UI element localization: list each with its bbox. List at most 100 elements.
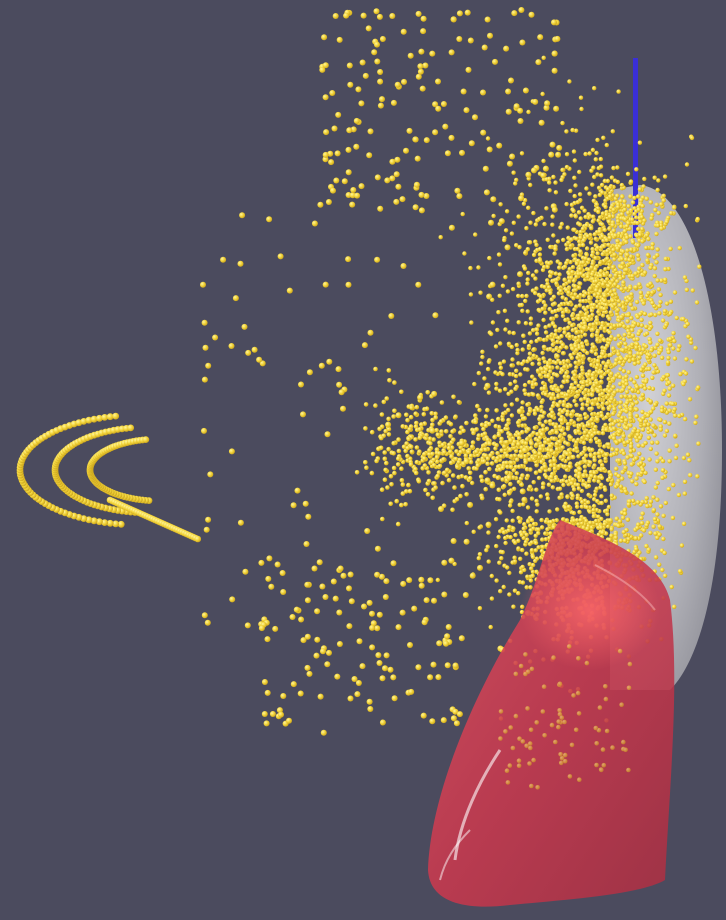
particle — [614, 373, 619, 378]
particle — [568, 435, 573, 440]
particle — [587, 356, 592, 362]
particle — [460, 88, 467, 95]
particle — [533, 540, 539, 546]
particle — [552, 436, 557, 442]
particle — [508, 432, 513, 438]
particle — [643, 470, 648, 476]
particle — [611, 384, 616, 390]
particle — [537, 361, 542, 366]
particle — [523, 391, 528, 396]
particle — [570, 454, 576, 460]
particle — [547, 323, 552, 328]
particle — [648, 446, 653, 452]
particle — [520, 580, 526, 585]
particle — [565, 392, 570, 398]
particle — [228, 448, 235, 455]
particle — [319, 583, 326, 590]
particle — [559, 221, 564, 227]
particle — [558, 261, 563, 267]
particle — [576, 429, 581, 434]
particle — [662, 277, 668, 282]
particle — [401, 78, 407, 85]
particle — [485, 544, 490, 549]
particle — [651, 406, 656, 411]
particle — [431, 597, 437, 604]
particle — [610, 421, 616, 427]
particle — [201, 319, 208, 326]
particle — [616, 523, 621, 528]
particle — [276, 707, 283, 714]
particle — [547, 358, 553, 363]
particle — [593, 157, 598, 162]
particle — [543, 325, 548, 330]
particle — [582, 469, 588, 474]
particle — [471, 430, 476, 436]
particle — [625, 319, 630, 324]
particle — [585, 379, 590, 384]
particle — [549, 478, 554, 483]
particle — [491, 213, 496, 219]
particle — [560, 517, 566, 522]
particle — [400, 482, 406, 487]
particle — [602, 444, 607, 449]
particle — [386, 426, 392, 432]
particle — [518, 195, 525, 202]
particle — [539, 404, 544, 410]
particle — [476, 265, 481, 270]
particle — [610, 293, 615, 298]
particle — [569, 418, 574, 423]
particle — [609, 325, 614, 330]
particle — [507, 503, 513, 508]
particle — [574, 304, 579, 309]
particle — [376, 13, 383, 20]
particle — [574, 446, 579, 451]
particle — [466, 449, 472, 455]
particle — [427, 447, 432, 453]
particle — [539, 432, 545, 437]
particle — [489, 461, 495, 466]
particle — [345, 281, 352, 288]
particle — [112, 520, 120, 528]
particle — [576, 475, 582, 480]
particle — [585, 317, 591, 323]
particle — [617, 374, 623, 380]
particle — [298, 381, 304, 388]
particle — [647, 337, 652, 342]
particle — [514, 368, 519, 373]
particle — [570, 269, 575, 275]
particle — [374, 458, 379, 464]
particle — [392, 408, 397, 414]
particle — [456, 36, 463, 42]
particle — [515, 420, 521, 425]
particle — [390, 560, 397, 567]
particle — [598, 273, 603, 279]
particle — [603, 498, 608, 503]
particle — [500, 417, 505, 422]
particle — [326, 649, 332, 656]
particle — [201, 376, 208, 383]
particle — [581, 473, 586, 479]
particle — [625, 517, 631, 522]
particle — [539, 459, 544, 465]
particle — [566, 374, 571, 380]
particle — [606, 360, 611, 366]
particle — [594, 321, 600, 326]
particle — [412, 204, 419, 211]
particle — [451, 394, 456, 400]
particle — [484, 382, 491, 389]
particle — [278, 711, 284, 718]
particle — [429, 427, 436, 434]
particle — [538, 294, 544, 299]
particle — [204, 619, 211, 626]
particle — [604, 277, 610, 282]
particle — [472, 381, 477, 387]
particle — [533, 470, 539, 476]
particle — [511, 475, 516, 480]
particle — [302, 500, 309, 507]
particle — [251, 346, 258, 353]
particle — [517, 107, 524, 114]
particle — [639, 515, 644, 521]
particle — [506, 160, 513, 167]
particle — [638, 418, 644, 424]
particle — [601, 135, 606, 140]
